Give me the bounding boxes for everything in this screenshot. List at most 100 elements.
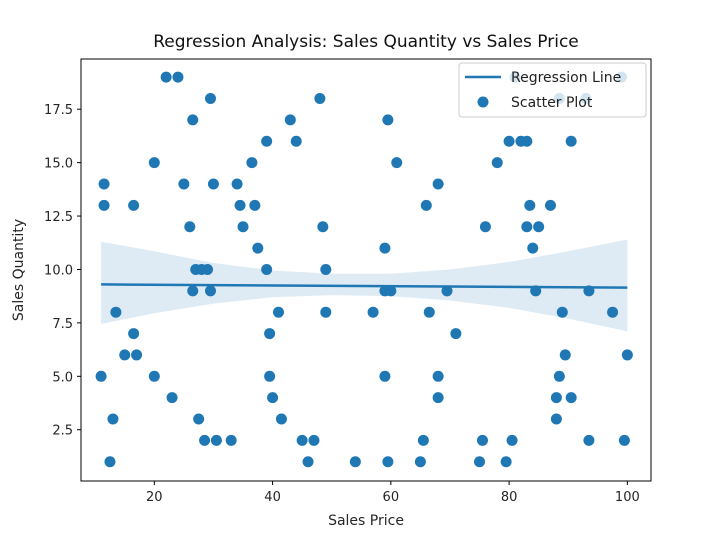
- scatter-point: [104, 456, 116, 468]
- scatter-point: [441, 285, 453, 297]
- scatter-point: [207, 178, 219, 190]
- scatter-point: [565, 135, 577, 147]
- scatter-point: [476, 434, 488, 446]
- y-axis-ticks: 2.5 5.0 7.5 10.0 12.5 15.0 17.5: [44, 103, 81, 439]
- y-tick-label: 2.5: [52, 424, 73, 439]
- scatter-point: [503, 135, 515, 147]
- scatter-point: [474, 456, 486, 468]
- scatter-point: [237, 221, 249, 233]
- scatter-point: [284, 114, 296, 126]
- scatter-point: [382, 114, 394, 126]
- scatter-point: [199, 434, 211, 446]
- scatter-point: [95, 370, 107, 382]
- scatter-point: [128, 328, 140, 340]
- x-tick-label: 60: [383, 490, 400, 505]
- scatter-point: [128, 199, 140, 211]
- scatter-point: [131, 349, 143, 361]
- scatter-point: [187, 285, 199, 297]
- scatter-point: [565, 392, 577, 404]
- scatter-point: [530, 285, 542, 297]
- scatter-point: [302, 456, 314, 468]
- scatter-point: [308, 434, 320, 446]
- scatter-point: [379, 242, 391, 254]
- scatter-point: [252, 242, 264, 254]
- scatter-point: [166, 392, 178, 404]
- scatter-point: [559, 349, 571, 361]
- scatter-point: [160, 71, 172, 83]
- scatter-point: [583, 434, 595, 446]
- scatter-point: [349, 456, 361, 468]
- scatter-point: [506, 434, 518, 446]
- scatter-point: [234, 199, 246, 211]
- scatter-point: [379, 370, 391, 382]
- scatter-point: [618, 434, 630, 446]
- y-tick-label: 10.0: [44, 263, 73, 278]
- legend: Regression Line Scatter Plot: [458, 62, 647, 118]
- legend-scatter-label: Scatter Plot: [511, 95, 593, 111]
- scatter-point: [261, 263, 273, 275]
- y-tick-label: 12.5: [44, 210, 73, 225]
- scatter-point: [382, 456, 394, 468]
- scatter-point: [556, 306, 568, 318]
- scatter-point: [264, 328, 276, 340]
- scatter-point: [202, 263, 214, 275]
- scatter-point: [432, 392, 444, 404]
- scatter-point: [275, 413, 287, 425]
- scatter-point: [450, 328, 462, 340]
- scatter-point: [204, 285, 216, 297]
- scatter-point: [261, 135, 273, 147]
- scatter-point: [583, 285, 595, 297]
- scatter-point: [527, 242, 539, 254]
- scatter-point: [391, 157, 403, 169]
- scatter-point: [172, 71, 184, 83]
- plot-frame: [80, 58, 652, 482]
- scatter-point: [98, 199, 110, 211]
- scatter-point: [148, 157, 160, 169]
- scatter-point: [272, 306, 284, 318]
- scatter-point: [550, 392, 562, 404]
- scatter-point: [107, 413, 119, 425]
- scatter-point: [296, 434, 308, 446]
- scatter-point: [178, 178, 190, 190]
- scatter-point: [385, 285, 397, 297]
- chart-title: Regression Analysis: Sales Quantity vs S…: [153, 32, 579, 52]
- scatter-point: [432, 178, 444, 190]
- scatter-point: [187, 114, 199, 126]
- scatter-point: [521, 135, 533, 147]
- x-tick-label: 80: [501, 490, 518, 505]
- scatter-point: [607, 306, 619, 318]
- scatter-point: [119, 349, 131, 361]
- scatter-point: [204, 93, 216, 105]
- x-tick-label: 100: [615, 490, 640, 505]
- scatter-point: [246, 157, 258, 169]
- scatter-point: [432, 370, 444, 382]
- scatter-point: [521, 221, 533, 233]
- scatter-point: [193, 413, 205, 425]
- scatter-point: [264, 370, 276, 382]
- scatter-point: [420, 199, 432, 211]
- scatter-point: [290, 135, 302, 147]
- scatter-point: [414, 456, 426, 468]
- legend-box: [458, 62, 647, 118]
- scatter-point: [267, 392, 279, 404]
- scatter-point: [148, 370, 160, 382]
- y-tick-label: 17.5: [44, 103, 73, 118]
- scatter-point: [110, 306, 122, 318]
- x-tick-label: 20: [146, 490, 163, 505]
- scatter-point: [544, 199, 556, 211]
- scatter-point: [417, 434, 429, 446]
- scatter-point: [550, 413, 562, 425]
- scatter-point: [621, 349, 633, 361]
- legend-regression-label: Regression Line: [511, 70, 621, 86]
- scatter-point: [524, 199, 536, 211]
- legend-point-swatch: [477, 96, 489, 108]
- scatter-point: [533, 221, 545, 233]
- scatter-point: [210, 434, 222, 446]
- scatter-point: [491, 157, 503, 169]
- y-axis-label: Sales Quantity: [11, 219, 27, 321]
- scatter-point: [225, 434, 237, 446]
- x-axis-ticks: 20 40 60 80 100: [146, 481, 640, 505]
- scatter-point: [231, 178, 243, 190]
- y-tick-label: 15.0: [44, 157, 73, 172]
